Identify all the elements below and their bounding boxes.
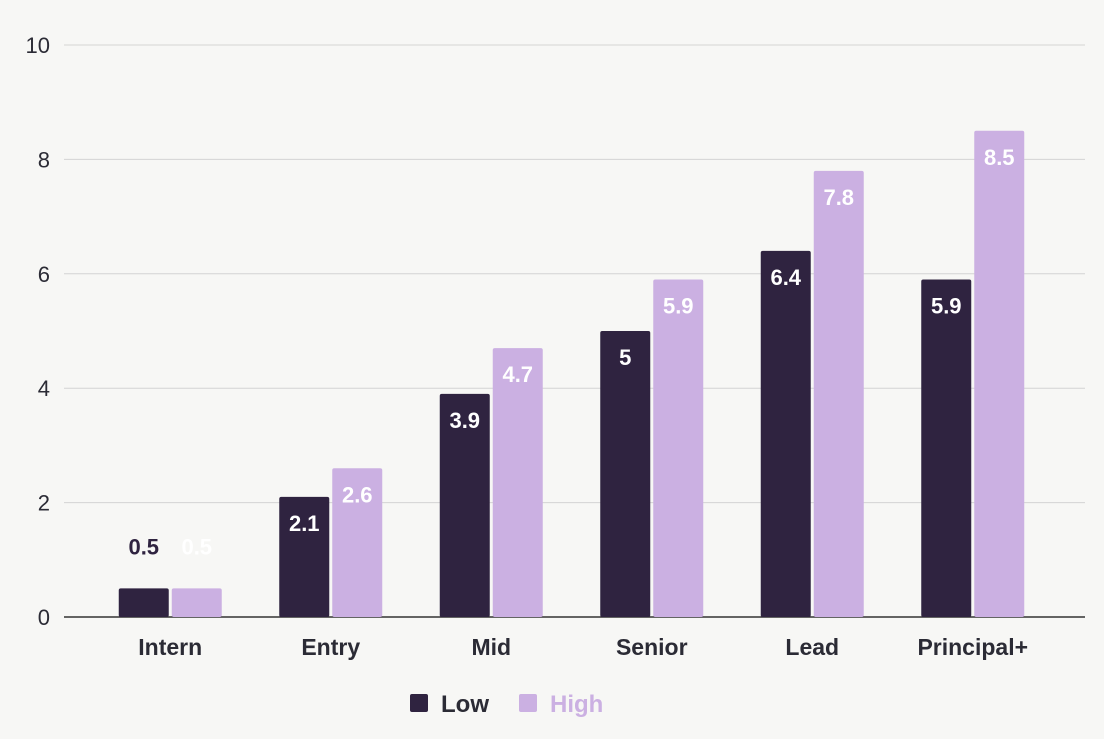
bars [118,130,1025,618]
data-label: 2.1 [289,511,320,536]
y-tick-label: 0 [38,605,50,630]
legend-label-low: Low [441,691,489,718]
bar-high-senior [653,279,704,617]
x-tick-label: Senior [616,634,688,660]
y-tick-label: 8 [38,147,50,172]
y-tick-label: 10 [26,33,50,58]
data-label: 5.9 [663,294,694,319]
bar-high-entry [332,468,383,617]
data-label: 4.7 [502,362,533,387]
bar-high-mid [492,348,543,617]
legend: Low High [410,691,603,718]
data-labels: 0.5 0.5 2.1 2.6 3.9 4.7 5 5.9 6.4 7.8 5.9 8.5 [128,145,1014,560]
bar-low-mid [439,393,490,617]
bar-low-entry [279,496,330,617]
bar-high-intern [171,588,222,617]
bar-high-principal [974,130,1025,618]
bar-low-principal [921,279,972,617]
data-label: 2.6 [342,482,373,507]
bar-low-senior [600,331,651,617]
legend-swatch-high [519,694,537,712]
data-label: 6.4 [770,265,801,290]
x-tick-label: Principal+ [917,634,1028,660]
data-label: 5 [619,345,631,370]
legend-swatch-low [410,694,428,712]
data-label: 5.9 [931,294,962,319]
x-tick-label: Intern [138,634,202,660]
data-label: 0.5 [128,534,159,559]
y-axis-ticks: 0 2 4 6 8 10 [26,33,50,630]
legend-label-high: High [550,691,603,718]
data-label: 0.5 [181,534,212,559]
bar-low-lead [760,250,811,618]
x-axis-ticks: Intern Entry Mid Senior Lead Principal+ [138,634,1028,660]
data-label: 7.8 [823,185,854,210]
y-tick-label: 4 [38,376,50,401]
x-tick-label: Mid [471,634,511,660]
grid-lines [64,44,1085,618]
x-tick-label: Lead [785,634,839,660]
y-tick-label: 2 [38,491,50,516]
bar-high-lead [813,170,864,617]
x-tick-label: Entry [301,634,360,660]
bar-low-intern [118,588,169,617]
data-label: 8.5 [984,145,1015,170]
y-tick-label: 6 [38,262,50,287]
data-label: 3.9 [449,408,480,433]
